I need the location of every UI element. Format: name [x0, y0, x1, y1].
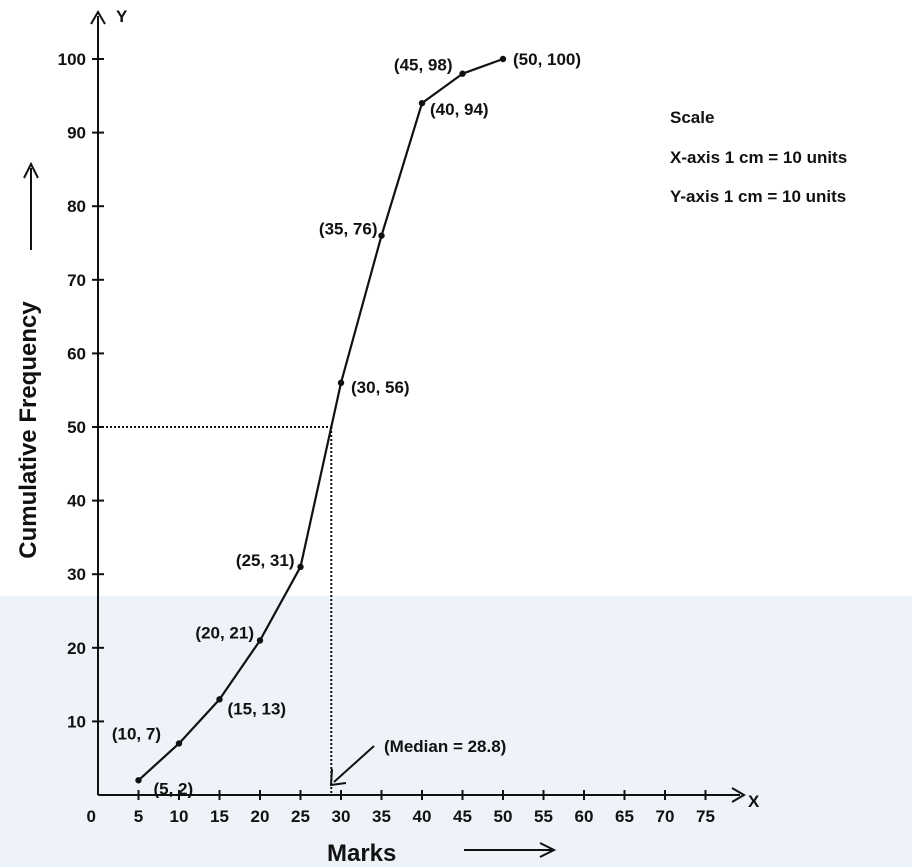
x-tick-label: 50 [494, 807, 513, 826]
y-tick-label: 90 [67, 124, 86, 143]
x-tick-label: 35 [372, 807, 391, 826]
x-tick-label: 15 [210, 807, 229, 826]
axes: Y X 0 10 20 30 40 50 60 70 80 90 100 5 10 15 20 25 30 35 40 4… [58, 7, 760, 826]
x-title-arrowhead [539, 842, 557, 858]
scale-x-line: X-axis 1 cm = 10 units [670, 148, 847, 167]
x-tick-label: 55 [534, 807, 553, 826]
y-tick-label: 10 [67, 712, 86, 731]
data-point-label: (50, 100) [513, 50, 581, 69]
background-band [0, 596, 912, 867]
origin-label: 0 [87, 807, 96, 826]
x-tick-label: 5 [134, 807, 143, 826]
ogive-curve [135, 55, 507, 784]
x-axis-title: Marks [327, 840, 396, 867]
x-tick-label: 30 [332, 807, 351, 826]
y-title-arrowhead [23, 161, 39, 179]
x-tick-label: 20 [251, 807, 270, 826]
x-axis-arrowhead [731, 787, 746, 803]
y-tick-label: 40 [67, 492, 86, 511]
y-tick-label: 50 [67, 418, 86, 437]
x-tick-label: 40 [413, 807, 432, 826]
median-arrow-line [333, 745, 375, 783]
median-arrowhead [329, 768, 347, 787]
data-point-label: (35, 76) [319, 220, 378, 239]
y-tick-label: 80 [67, 197, 86, 216]
median-annotation: (Median = 28.8) [384, 737, 506, 756]
data-point [499, 55, 507, 63]
data-point-label: (20, 21) [195, 623, 254, 642]
scale-y-line: Y-axis 1 cm = 10 units [670, 187, 846, 206]
data-point [378, 232, 385, 239]
y-tick-label: 30 [67, 565, 86, 584]
labels: (5, 2) (10, 7) (15, 13) (20, 21) (25, 31) (30… [15, 50, 847, 867]
data-point [459, 70, 466, 77]
y-tick-label: 20 [67, 639, 86, 658]
data-point [297, 563, 304, 571]
ogive-line [137, 57, 504, 782]
x-tick-label: 25 [291, 807, 310, 826]
x-tick-label: 45 [453, 807, 472, 826]
data-point [135, 777, 142, 784]
x-tick-label: 75 [696, 807, 715, 826]
data-point [216, 696, 223, 703]
data-point-label: (15, 13) [228, 699, 287, 718]
y-axis-title: Cumulative Frequency [15, 301, 42, 559]
data-point-label: (5, 2) [154, 779, 194, 798]
data-point [418, 99, 426, 107]
x-tick-label: 70 [656, 807, 675, 826]
data-point-label: (40, 94) [430, 100, 489, 119]
y-tick-label: 60 [67, 344, 86, 363]
median-guides [98, 426, 333, 795]
data-point-label: (25, 31) [236, 551, 295, 570]
x-tick-label: 65 [615, 807, 634, 826]
y-axis-letter: Y [116, 7, 128, 26]
scale-heading: Scale [670, 108, 714, 127]
data-point-label: (10, 7) [112, 724, 161, 743]
x-tick-label: 60 [575, 807, 594, 826]
y-axis-arrowhead [90, 10, 106, 25]
x-tick-label: 10 [170, 807, 189, 826]
x-axis-letter: X [748, 792, 760, 811]
data-point [175, 740, 183, 747]
data-point-label: (30, 56) [351, 378, 410, 397]
data-point-label: (45, 98) [394, 56, 453, 75]
data-point [337, 379, 345, 387]
data-point [256, 637, 264, 644]
y-tick-label: 70 [67, 271, 86, 290]
y-tick-label: 100 [58, 50, 86, 69]
